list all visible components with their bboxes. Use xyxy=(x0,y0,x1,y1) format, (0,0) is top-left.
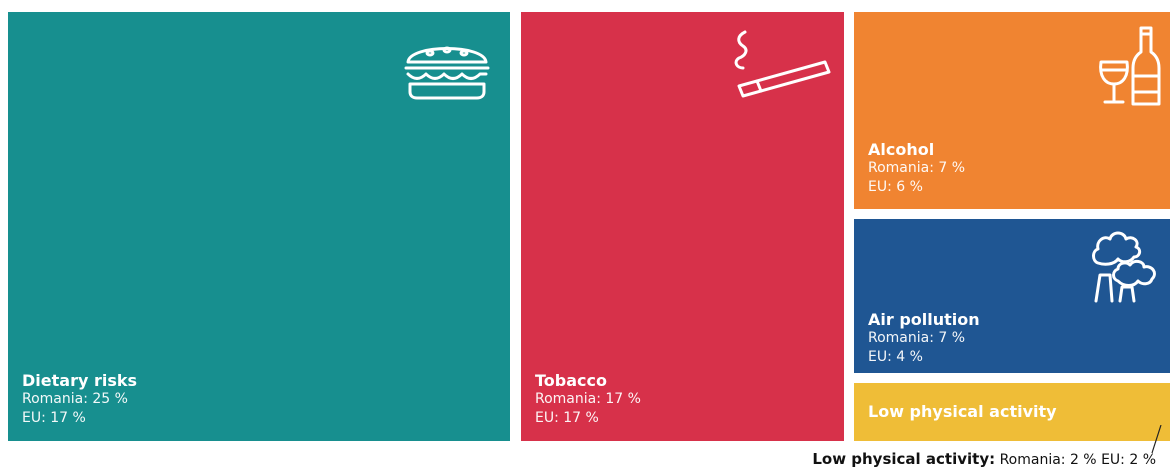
tile-name: Air pollution xyxy=(868,310,980,329)
tile-eu-value: EU: 17 % xyxy=(535,410,599,426)
tile-label: Dietary risks Romania: 25 % EU: 17 % xyxy=(22,371,137,428)
wine-bottle-icon xyxy=(1097,22,1163,108)
factory-smoke-icon xyxy=(1090,227,1170,307)
tile-romania-value: Romania: 25 % xyxy=(22,391,128,407)
tile-label: Low physical activity xyxy=(868,402,1057,421)
footnote-low-physical-activity: Low physical activity: Romania: 2 % EU: … xyxy=(812,450,1156,468)
tile-romania-value: Romania: 7 % xyxy=(868,330,966,346)
tile-air-pollution: Air pollution Romania: 7 % EU: 4 % xyxy=(854,219,1170,373)
tile-eu-value: EU: 4 % xyxy=(868,349,923,365)
tile-dietary-risks: Dietary risks Romania: 25 % EU: 17 % xyxy=(8,12,510,441)
tile-romania-value: Romania: 7 % xyxy=(868,160,966,176)
burger-icon xyxy=(404,38,490,100)
tile-label: Alcohol Romania: 7 % EU: 6 % xyxy=(868,140,965,197)
cigarette-icon xyxy=(729,28,831,108)
footnote-name: Low physical activity: xyxy=(812,450,996,468)
tile-tobacco: Tobacco Romania: 17 % EU: 17 % xyxy=(521,12,844,441)
tile-romania-value: Romania: 17 % xyxy=(535,391,641,407)
tile-label: Air pollution Romania: 7 % EU: 4 % xyxy=(868,310,980,367)
tile-name: Dietary risks xyxy=(22,371,138,390)
tile-name: Alcohol xyxy=(868,140,935,159)
tile-label: Tobacco Romania: 17 % EU: 17 % xyxy=(535,371,641,428)
footnote-eu-value: EU: 2 % xyxy=(1101,452,1156,468)
tile-eu-value: EU: 17 % xyxy=(22,410,86,426)
tile-low-physical-activity: Low physical activity xyxy=(854,383,1170,441)
footnote-romania-value: Romania: 2 % xyxy=(999,452,1097,468)
tile-name: Low physical activity xyxy=(868,402,1057,421)
leader-line xyxy=(1151,425,1162,454)
tile-name: Tobacco xyxy=(535,371,607,390)
tile-alcohol: Alcohol Romania: 7 % EU: 6 % xyxy=(854,12,1170,209)
tile-eu-value: EU: 6 % xyxy=(868,179,923,195)
